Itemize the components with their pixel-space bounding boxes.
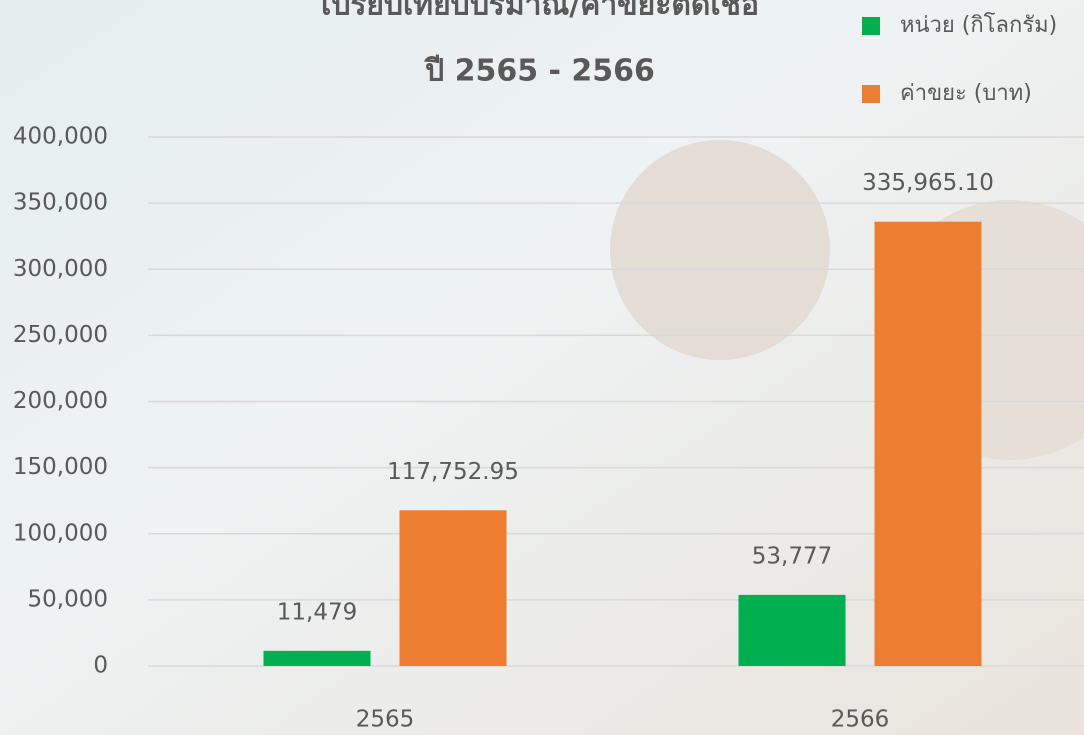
- background-decor: [610, 140, 830, 360]
- y-tick-label: 200,000: [13, 388, 108, 414]
- data-label: 117,752.95: [387, 459, 519, 485]
- y-tick-label: 0: [93, 653, 108, 679]
- y-tick-label: 50,000: [28, 586, 108, 612]
- y-tick-label: 350,000: [13, 190, 108, 216]
- legend-label: หน่วย (กิโลกรัม): [900, 12, 1057, 38]
- y-tick-label: 150,000: [13, 454, 108, 480]
- bar: [263, 650, 371, 666]
- bar: [399, 510, 507, 666]
- bar: [738, 594, 846, 666]
- legend-swatch: [862, 85, 880, 103]
- bar: [874, 221, 982, 666]
- legend-swatch: [862, 17, 880, 35]
- x-tick-label: 2565: [356, 707, 415, 733]
- y-tick-label: 100,000: [13, 520, 108, 546]
- chart-subtitle: ปี 2565 - 2566: [423, 54, 655, 89]
- data-label: 53,777: [752, 543, 832, 569]
- y-tick-label: 250,000: [13, 322, 108, 348]
- y-tick-label: 300,000: [13, 256, 108, 282]
- legend-label: ค่าขยะ (บาท): [900, 81, 1032, 106]
- x-tick-label: 2566: [831, 707, 890, 733]
- data-label: 11,479: [277, 599, 357, 625]
- y-tick-label: 400,000: [13, 124, 108, 150]
- data-label: 335,965.10: [862, 170, 994, 196]
- chart-title: เปรียบเทียบปริมาณ/ค่าขยะติดเชื้อ: [321, 0, 759, 23]
